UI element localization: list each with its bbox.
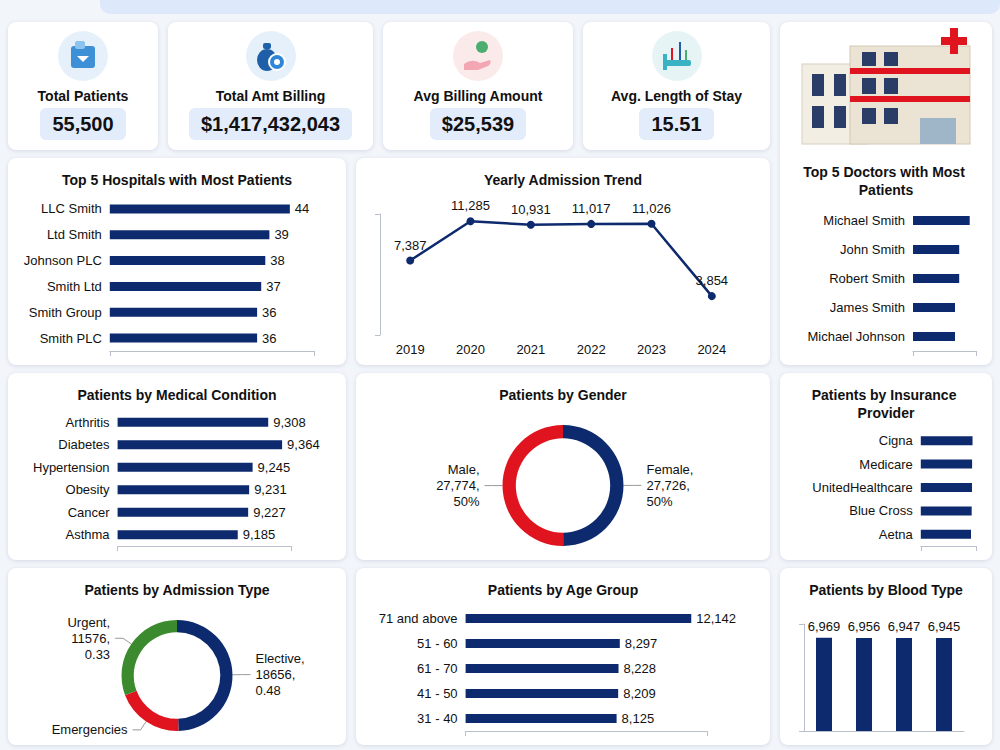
html-text:$25,539: $25,539 (441, 113, 515, 135)
svg-text:Johnson PLC: Johnson PLC (24, 253, 102, 268)
svg-text:Blue Cross: Blue Cross (849, 503, 913, 518)
svg-text:9,185: 9,185 (243, 527, 276, 542)
svg-text:Female,: Female, (646, 462, 693, 477)
svg-text:0.33: 0.33 (85, 647, 110, 662)
html-text:Avg. Length of Stay: Avg. Length of Stay (611, 88, 742, 104)
svg-text:50%: 50% (453, 494, 479, 509)
svg-text:9,364: 9,364 (287, 437, 320, 452)
svg-text:Patients by Gender: Patients by Gender (499, 387, 627, 403)
svg-text:Michael Johnson: Michael Johnson (807, 329, 905, 344)
html-text:$1,417,432,043: $1,417,432,043 (201, 113, 340, 135)
svg-text:Male,: Male, (448, 462, 480, 477)
svg-text:Smith Group: Smith Group (29, 305, 102, 320)
svg-text:39: 39 (274, 227, 288, 242)
svg-text:Emergencies: Emergencies (52, 722, 128, 737)
svg-text:11,026: 11,026 (632, 201, 671, 216)
svg-text:37: 37 (266, 279, 280, 294)
svg-text:John Smith: John Smith (840, 242, 905, 257)
svg-text:8,209: 8,209 (623, 686, 656, 701)
html-text:Avg Billing Amount: Avg Billing Amount (413, 88, 543, 104)
svg-text:71 and above: 71 and above (379, 611, 458, 626)
svg-text:Smith Ltd: Smith Ltd (47, 279, 102, 294)
svg-text:11576,: 11576, (71, 631, 110, 646)
svg-text:UnitedHealthcare: UnitedHealthcare (812, 480, 912, 495)
svg-text:27,774,: 27,774, (436, 478, 479, 493)
svg-text:Yearly Admission Trend: Yearly Admission Trend (484, 172, 642, 188)
svg-text:Arthritis: Arthritis (66, 415, 111, 430)
svg-text:9,227: 9,227 (253, 505, 286, 520)
svg-text:Elective,: Elective, (255, 651, 304, 666)
svg-text:18656,: 18656, (255, 667, 295, 682)
svg-text:Ltd Smith: Ltd Smith (47, 227, 102, 242)
svg-text:36: 36 (262, 331, 276, 346)
svg-text:41 - 50: 41 - 50 (417, 686, 457, 701)
svg-text:Medicare: Medicare (859, 457, 912, 472)
svg-text:2022: 2022 (577, 342, 606, 357)
svg-text:Patients by Medical Condition: Patients by Medical Condition (77, 387, 276, 403)
svg-text:Cigna: Cigna (879, 433, 914, 448)
svg-text:2021: 2021 (516, 342, 545, 357)
svg-text:Cancer: Cancer (68, 505, 111, 520)
svg-text:Obesity: Obesity (66, 482, 111, 497)
svg-text:3,854: 3,854 (696, 273, 729, 288)
svg-text:8,125: 8,125 (622, 711, 655, 726)
html-text:55,500: 55,500 (52, 113, 114, 135)
svg-text:James Smith: James Smith (830, 300, 905, 315)
svg-text:Patients: Patients (859, 182, 914, 198)
html-text:15.51: 15.51 (651, 113, 702, 135)
svg-text:27,726,: 27,726, (646, 478, 689, 493)
svg-text:36: 36 (262, 305, 276, 320)
svg-text:8,228: 8,228 (624, 661, 657, 676)
svg-text:Aetna: Aetna (879, 527, 914, 542)
svg-text:11,017: 11,017 (572, 201, 611, 216)
svg-text:9,231: 9,231 (254, 482, 287, 497)
svg-text:31 - 40: 31 - 40 (417, 711, 457, 726)
svg-text:2020: 2020 (456, 342, 485, 357)
svg-text:44: 44 (295, 201, 309, 216)
svg-text:Patients by Admission Type: Patients by Admission Type (84, 582, 269, 598)
svg-text:Smith PLC: Smith PLC (40, 331, 102, 346)
svg-text:Patients by Age Group: Patients by Age Group (488, 582, 638, 598)
svg-text:6,947: 6,947 (888, 619, 921, 634)
svg-text:Top 5 Hospitals with Most Pati: Top 5 Hospitals with Most Patients (62, 172, 292, 188)
svg-text:Patients by Insurance: Patients by Insurance (812, 387, 961, 403)
svg-text:Diabetes: Diabetes (58, 437, 110, 452)
svg-text:61 - 70: 61 - 70 (417, 661, 457, 676)
svg-text:Patients by Blood Type: Patients by Blood Type (809, 582, 963, 598)
svg-text:2024: 2024 (697, 342, 726, 357)
svg-text:Top 5 Doctors with Most: Top 5 Doctors with Most (803, 164, 968, 180)
svg-text:8,297: 8,297 (625, 636, 658, 651)
svg-text:6,945: 6,945 (928, 619, 961, 634)
html-text:Total Amt Billing: Total Amt Billing (215, 88, 326, 104)
svg-text:2023: 2023 (637, 342, 666, 357)
svg-text:Hypertension: Hypertension (33, 460, 110, 475)
svg-text:10,931: 10,931 (511, 202, 551, 217)
svg-text:12,142: 12,142 (696, 611, 736, 626)
svg-text:Asthma: Asthma (66, 527, 111, 542)
svg-text:Provider: Provider (858, 405, 915, 421)
svg-text:50%: 50% (646, 494, 672, 509)
svg-text:0.48: 0.48 (255, 683, 280, 698)
svg-text:6,969: 6,969 (808, 619, 841, 634)
svg-text:38: 38 (270, 253, 284, 268)
svg-text:6,956: 6,956 (848, 619, 881, 634)
svg-text:9,308: 9,308 (273, 415, 306, 430)
svg-text:2019: 2019 (396, 342, 425, 357)
svg-text:Urgent,: Urgent, (67, 615, 110, 630)
svg-text:LLC Smith: LLC Smith (41, 201, 102, 216)
svg-text:Michael Smith: Michael Smith (823, 213, 905, 228)
svg-text:51 - 60: 51 - 60 (417, 636, 457, 651)
svg-text:11,285: 11,285 (451, 198, 490, 213)
svg-text:7,387: 7,387 (394, 238, 427, 253)
html-text:Total Patients: Total Patients (37, 88, 129, 104)
svg-text:9,245: 9,245 (258, 460, 291, 475)
svg-text:Robert Smith: Robert Smith (829, 271, 905, 286)
